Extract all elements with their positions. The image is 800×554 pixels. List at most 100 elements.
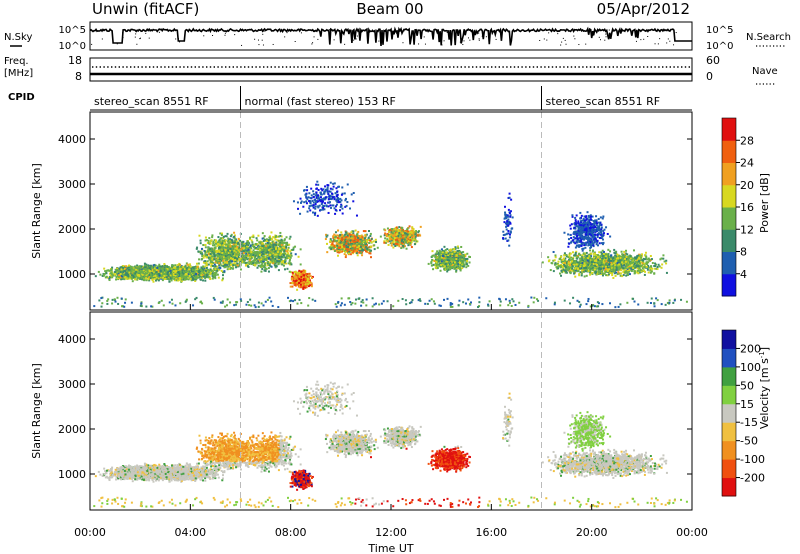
power-echo — [122, 271, 125, 274]
power-echo — [129, 265, 132, 268]
nsearch-point — [592, 35, 594, 37]
power-echo — [128, 271, 131, 274]
nsearch-point — [565, 43, 567, 45]
power-echo — [176, 265, 179, 268]
power-echo — [161, 279, 164, 282]
power-echo — [222, 271, 225, 274]
power-echo — [118, 274, 121, 277]
power-echo — [210, 265, 213, 268]
freq-panel: Freq. [MHz] 18 8 60 0 Nave — [4, 54, 778, 85]
power-echo — [157, 265, 160, 268]
power-echo — [190, 267, 193, 270]
nsearch-point — [313, 36, 315, 38]
power-echo — [209, 273, 212, 276]
nsearch-point — [344, 43, 346, 45]
power-echo — [141, 273, 144, 276]
power-echo — [155, 271, 158, 274]
nsearch-point — [441, 44, 443, 46]
power-echo — [252, 254, 255, 257]
power-echo — [152, 271, 155, 274]
power-echo — [97, 270, 100, 273]
power-echo — [162, 272, 165, 275]
power-echo — [219, 232, 222, 235]
power-echo — [239, 268, 242, 271]
nsky-label: N.Sky — [4, 32, 32, 43]
power-echo — [261, 267, 264, 270]
power-echo — [196, 267, 199, 270]
nsearch-point — [410, 37, 412, 39]
power-echo — [256, 253, 259, 256]
power-echo — [187, 266, 190, 269]
power-echo — [154, 264, 157, 267]
power-echo — [117, 278, 120, 281]
nsearch-point — [585, 43, 587, 45]
power-echo — [226, 255, 229, 258]
power-echo — [229, 241, 232, 244]
power-echo — [275, 241, 278, 244]
power-echo — [198, 271, 201, 274]
nsearch-point — [111, 32, 113, 34]
power-echo — [204, 246, 207, 249]
power-echo — [250, 257, 253, 260]
power-echo — [208, 237, 211, 240]
power-echo — [248, 263, 251, 266]
power-echo — [225, 250, 228, 253]
power-echo — [194, 278, 197, 281]
power-echo — [164, 272, 167, 275]
power-echo — [224, 248, 227, 251]
power-echo — [252, 261, 255, 264]
power-echo — [261, 237, 264, 240]
power-echo — [212, 276, 215, 279]
power-echo — [170, 279, 173, 282]
power-echo — [169, 271, 172, 274]
power-echo — [179, 265, 182, 268]
power-echo — [164, 274, 167, 277]
nsearch-point — [396, 30, 398, 32]
power-echo — [214, 261, 217, 264]
power-echo — [302, 269, 305, 272]
power-echo — [194, 279, 197, 282]
power-echo — [274, 260, 277, 263]
power-echo — [187, 267, 190, 270]
power-echo — [287, 248, 290, 251]
power-echo — [275, 244, 278, 247]
nsearch-point — [635, 40, 637, 42]
power-echo — [354, 229, 357, 232]
power-echo — [222, 256, 225, 259]
power-echo — [211, 255, 214, 258]
power-echo — [298, 269, 301, 272]
power-echo — [150, 277, 153, 280]
power-echo — [266, 251, 269, 254]
power-echo — [138, 265, 141, 268]
power-echo — [284, 258, 287, 261]
power-echo — [257, 245, 260, 248]
power-echo — [226, 261, 229, 264]
power-echo — [221, 279, 224, 282]
power-echo — [283, 261, 286, 264]
power-echo — [149, 264, 152, 267]
freq-tick-bottom: 8 — [75, 70, 82, 83]
power-echo — [289, 285, 292, 288]
power-echo — [132, 272, 135, 275]
power-echo — [188, 268, 191, 271]
power-echo — [213, 244, 216, 247]
nsearch-point — [254, 38, 256, 40]
power-echo — [221, 277, 224, 280]
power-echo — [195, 271, 198, 274]
power-echo — [232, 262, 235, 265]
power-echo — [173, 279, 176, 282]
power-echo — [229, 253, 232, 256]
power-echo — [261, 242, 264, 245]
power-echo — [206, 241, 209, 244]
power-echo — [169, 269, 172, 272]
nsearch-point — [116, 43, 118, 45]
power-echo — [205, 266, 208, 269]
power-echo — [127, 266, 130, 269]
power-echo — [266, 261, 269, 264]
nsearch-point — [620, 32, 622, 34]
power-echo — [135, 274, 138, 277]
power-echo — [248, 256, 251, 259]
power-echo — [209, 254, 212, 257]
power-echo — [244, 264, 247, 267]
power-echo — [229, 235, 232, 238]
